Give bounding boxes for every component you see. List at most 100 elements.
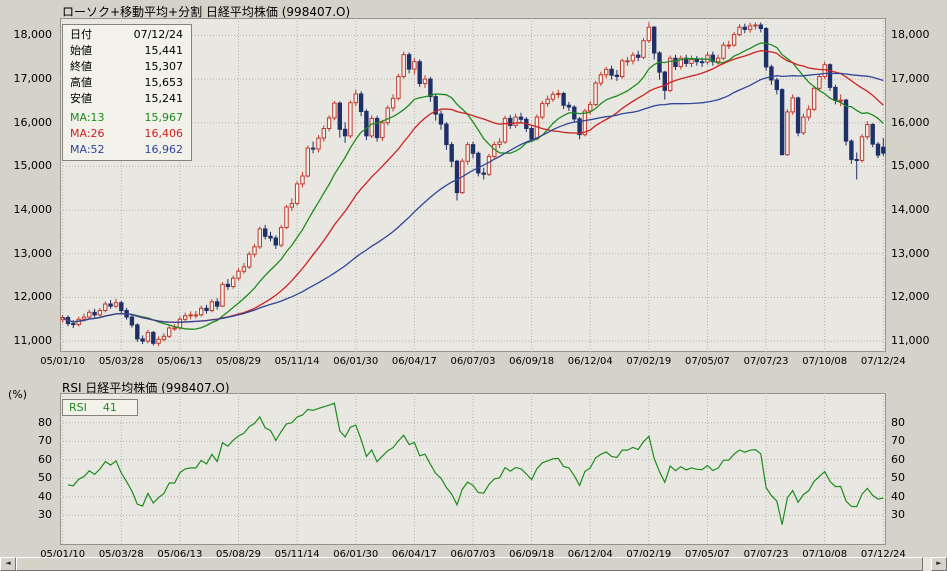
candle [342, 128, 348, 137]
candle [231, 277, 236, 288]
candle [508, 117, 513, 126]
candle [588, 103, 593, 112]
candle [747, 25, 753, 30]
candle [609, 68, 614, 76]
info-label: 安値 [70, 92, 92, 105]
candle [641, 40, 646, 58]
info-row: 始値 15,441 [63, 43, 191, 59]
date-tick-label: 07/02/19 [626, 549, 672, 560]
candle [689, 59, 694, 64]
candle [81, 316, 87, 320]
candle [593, 82, 598, 105]
candle [646, 26, 652, 42]
info-value: 15,653 [144, 76, 184, 89]
candle [444, 123, 449, 146]
price-tick-label: 17,000 [891, 72, 930, 86]
info-label: 高値 [70, 76, 92, 89]
price-tick-label: 18,000 [891, 28, 930, 42]
candle [87, 311, 92, 318]
candle [119, 302, 124, 312]
candle [113, 302, 119, 307]
candle [369, 117, 374, 137]
candle [199, 307, 204, 316]
scroll-right-button[interactable]: ► [931, 557, 947, 571]
candle [151, 331, 156, 344]
rsi-tick-label: 40 [891, 489, 905, 503]
candle [598, 74, 604, 84]
scroll-left-button[interactable]: ◄ [0, 557, 16, 571]
info-label: 日付 [70, 28, 92, 41]
ma-value: 15,967 [144, 111, 184, 124]
rsi-unit-label: (%) [8, 388, 28, 401]
candle [763, 28, 769, 68]
date-tick-label: 06/01/30 [333, 549, 379, 560]
candle [470, 144, 476, 154]
candle [566, 104, 572, 108]
date-tick-label: 05/11/14 [274, 549, 320, 560]
candle [358, 93, 364, 112]
info-value: 07/12/24 [133, 28, 183, 41]
scrollbar-thumb[interactable] [16, 557, 923, 571]
candle [353, 93, 359, 104]
candle [385, 107, 390, 124]
date-tick-label: 07/02/19 [626, 356, 672, 367]
candle [177, 318, 183, 329]
price-tick-label: 15,000 [13, 159, 53, 173]
candle [556, 93, 561, 95]
candle [582, 110, 588, 136]
candle [774, 79, 779, 91]
candle [811, 87, 817, 110]
candle [790, 97, 795, 113]
candle [305, 147, 311, 177]
candle [225, 283, 231, 287]
ohlc-rows: 日付 07/12/24 始値 15,441 終値 15,307 高値 15,653 安値 15,2… [63, 27, 191, 107]
candle [550, 93, 556, 100]
candle [337, 102, 343, 130]
info-row: 日付 07/12/24 [63, 27, 191, 43]
candle [209, 301, 215, 311]
rsi-chart[interactable] [60, 393, 886, 545]
info-row: MA:52 16,962 [63, 142, 191, 158]
candle [795, 97, 801, 134]
ma-line [62, 72, 884, 324]
candlestick-chart[interactable] [60, 18, 886, 352]
price-tick-label: 16,000 [891, 115, 930, 129]
ma-legend-rows: MA:13 15,967 MA:26 16,406 MA:52 16,962 [63, 110, 191, 158]
candle [513, 116, 518, 126]
candle [145, 331, 151, 342]
candle [497, 141, 502, 146]
price-tick-label: 12,000 [13, 290, 53, 304]
date-tick-label: 07/05/07 [685, 549, 730, 560]
rsi-tick-label: 80 [38, 415, 52, 429]
candle [263, 228, 268, 237]
candle [779, 89, 785, 156]
rsi-tick-label: 70 [38, 434, 52, 448]
date-tick-label: 05/01/10 [40, 549, 86, 560]
candle [140, 338, 145, 342]
candle [737, 26, 742, 36]
candle [806, 108, 811, 118]
date-tick-label: 05/03/28 [98, 549, 144, 560]
horizontal-scrollbar[interactable]: ◄ ► [0, 557, 947, 571]
ma-value: 16,962 [144, 143, 184, 156]
info-value: 15,241 [144, 92, 184, 105]
date-tick-label: 06/04/17 [391, 549, 437, 560]
candle [406, 54, 412, 70]
candle [870, 124, 875, 145]
date-tick-label: 06/09/18 [509, 356, 555, 367]
candle [529, 128, 534, 140]
candle [193, 314, 199, 317]
candle [247, 253, 252, 268]
price-tick-label: 16,000 [13, 115, 53, 129]
candle [220, 283, 225, 307]
candle [204, 307, 209, 311]
candle [454, 160, 460, 194]
price-tick-label: 11,000 [891, 334, 930, 348]
candle [252, 246, 257, 255]
rsi-tick-label: 40 [38, 489, 52, 503]
candle [534, 116, 540, 140]
ma-value: 16,406 [144, 127, 184, 140]
rsi-legend-label: RSI [69, 401, 87, 414]
candle [300, 175, 305, 185]
candle [715, 57, 721, 63]
